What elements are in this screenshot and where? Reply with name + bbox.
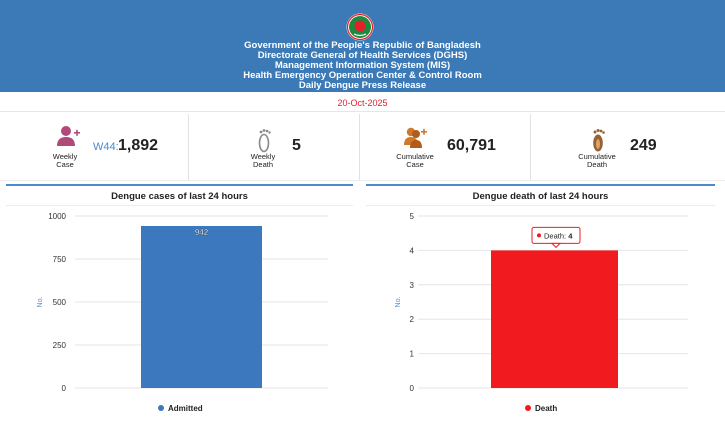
deaths-chart-title: Dengue death of last 24 hours — [472, 191, 609, 202]
y-axis-label: No. — [37, 297, 44, 308]
y-tick-label: 4 — [410, 246, 415, 255]
tooltip-marker — [537, 233, 541, 238]
weekly-case-value: 1,892 — [118, 137, 159, 154]
header-line-dghs: Directorate General of Health Services (… — [257, 50, 468, 61]
stat-divider — [530, 114, 531, 180]
footprint-icon — [258, 129, 271, 153]
y-tick-label: 2 — [410, 315, 415, 324]
y-tick-label: 750 — [53, 255, 67, 264]
weekly-case-label-line2: Case — [56, 160, 74, 169]
y-axis-label: No. — [395, 297, 402, 308]
cases-panel-rule — [6, 184, 353, 186]
header-line-press-release: Daily Dengue Press Release — [298, 80, 427, 91]
footprint-icon — [593, 129, 605, 152]
cumulative-case-value: 60,791 — [447, 137, 496, 154]
cases-chart-title: Dengue cases of last 24 hours — [111, 191, 248, 202]
y-tick-label: 1000 — [48, 212, 66, 221]
y-tick-label: 250 — [53, 341, 67, 350]
header-line-mis: Management Information System (MIS) — [274, 60, 451, 71]
y-tick-label: 0 — [62, 384, 67, 393]
cumulative-case-label: Cumulative Case — [390, 153, 440, 169]
legend-label-death: Death — [535, 404, 558, 413]
stats-bottom-divider — [0, 180, 725, 181]
cumulative-case-label-line2: Case — [406, 160, 424, 169]
persons-plus-icon — [404, 127, 427, 148]
deaths-legend[interactable]: Death — [525, 404, 557, 413]
cumulative-death-label-line2: Death — [586, 160, 607, 169]
header-banner: Government of the People's Republic of B… — [0, 0, 725, 92]
cases-panel-separator — [6, 205, 353, 206]
y-tick-label: 0 — [410, 384, 415, 393]
legend-marker — [158, 405, 164, 411]
weekly-case-label-line1: Weekly — [52, 152, 78, 161]
cumulative-death-value: 249 — [630, 137, 657, 154]
stat-divider — [188, 114, 189, 180]
legend-label-admitted: Admitted — [168, 404, 203, 413]
weekly-death-label-line2: Death — [252, 160, 273, 169]
header-line-heoc: Health Emergency Operation Center & Cont… — [243, 70, 482, 81]
y-tick-label: 500 — [53, 298, 67, 307]
header-line-government: Government of the People's Republic of B… — [244, 40, 481, 51]
report-date: 20-Oct-2025 — [337, 98, 388, 108]
cases-legend[interactable]: Admitted — [158, 404, 203, 413]
tooltip-value: 4 — [568, 231, 573, 240]
legend-marker — [525, 405, 531, 411]
cumulative-death-label-line1: Cumulative — [578, 152, 616, 161]
bar-death — [491, 250, 618, 388]
deaths-bar-chart: 0 1 2 3 4 5 No. Death: 4 — [395, 212, 688, 393]
y-tick-label: 1 — [410, 350, 415, 359]
person-plus-icon — [57, 126, 80, 146]
government-seal-icon — [346, 13, 374, 41]
bar-admitted — [141, 225, 262, 388]
bar-data-label: 942 — [195, 228, 209, 237]
weekly-case-week: W44: — [93, 141, 119, 153]
cumulative-case-label-line1: Cumulative — [396, 152, 434, 161]
weekly-death-label: Weekly Death — [238, 153, 288, 169]
y-tick-label: 5 — [410, 212, 415, 221]
cases-bar-chart: 0 250 500 750 1000 No. 942 — [37, 212, 328, 393]
deaths-panel-separator — [366, 205, 715, 206]
weekly-death-value: 5 — [292, 137, 301, 154]
cumulative-death-label: Cumulative Death — [572, 153, 622, 169]
y-tick-label: 3 — [410, 281, 415, 290]
stats-top-divider — [0, 111, 725, 112]
weekly-death-label-line1: Weekly — [250, 152, 276, 161]
tooltip-text: Death: 4 — [544, 231, 573, 240]
deaths-panel-rule — [366, 184, 715, 186]
weekly-case-label: Weekly Case — [40, 153, 90, 169]
tooltip-pointer — [550, 242, 562, 249]
stat-divider — [359, 114, 360, 180]
header-title: Government of the People's Republic of B… — [0, 41, 725, 91]
